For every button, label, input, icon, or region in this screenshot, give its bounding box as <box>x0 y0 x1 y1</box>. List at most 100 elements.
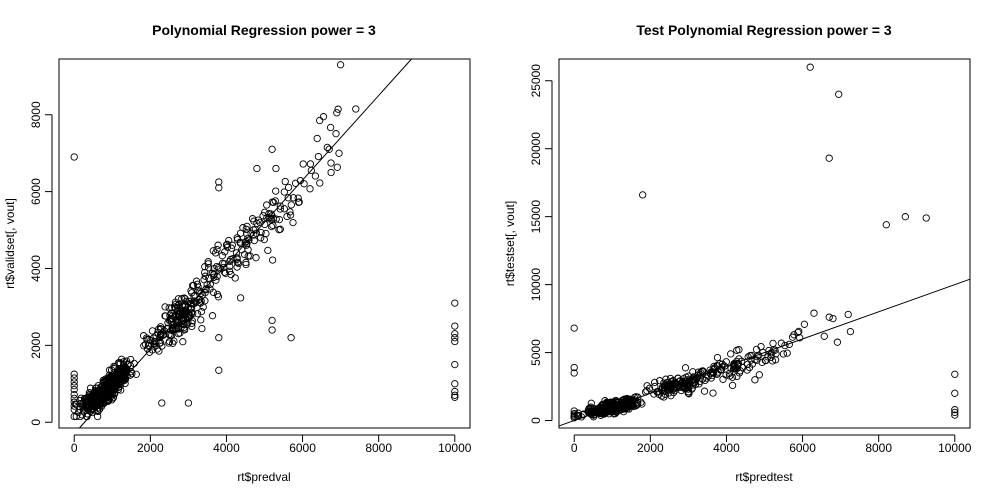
data-point <box>242 258 250 267</box>
data-point <box>286 211 295 219</box>
data-point <box>236 229 245 237</box>
data-point <box>323 143 331 152</box>
data-point <box>215 178 223 186</box>
data-point <box>261 220 269 229</box>
data-point <box>639 191 647 199</box>
data-point <box>600 400 608 408</box>
data-point <box>70 153 78 161</box>
data-point <box>299 160 307 168</box>
data-point <box>70 374 78 382</box>
y-axis-label: rt$validset[, vout] <box>3 198 17 289</box>
data-point <box>227 244 236 252</box>
data-point <box>182 306 190 314</box>
data-point <box>800 320 809 328</box>
data-point <box>844 310 852 319</box>
data-point <box>196 299 205 307</box>
data-point <box>164 319 172 327</box>
y-tick-label: 6000 <box>29 178 43 205</box>
data-point <box>126 362 135 370</box>
data-point <box>751 376 759 384</box>
data-point <box>231 274 239 282</box>
data-point <box>728 381 737 390</box>
data-point <box>188 319 196 327</box>
regression-line <box>558 278 971 427</box>
y-tick-label: 0 <box>29 419 43 426</box>
data-point <box>276 202 284 210</box>
data-point <box>733 372 741 381</box>
data-point <box>70 402 78 410</box>
data-point <box>179 317 187 325</box>
data-point <box>257 234 265 242</box>
data-point <box>790 331 798 339</box>
data-point <box>334 105 342 113</box>
data-point <box>451 393 459 401</box>
data-point <box>233 263 241 271</box>
data-point <box>752 345 761 354</box>
data-point <box>165 316 174 325</box>
data-point <box>221 248 229 256</box>
data-point <box>193 280 202 288</box>
data-point <box>666 382 674 391</box>
data-point <box>197 289 205 298</box>
data-point <box>702 374 711 382</box>
x-axis-label: rt$predtest <box>735 470 793 484</box>
data-point <box>198 324 206 333</box>
data-point <box>201 297 209 305</box>
data-point <box>117 355 126 363</box>
y-tick-label: 15000 <box>529 200 543 234</box>
data-point <box>280 205 288 213</box>
data-point <box>352 105 360 113</box>
data-point <box>276 225 284 233</box>
data-point <box>157 325 165 333</box>
data-point <box>204 260 212 268</box>
data-point <box>87 405 95 413</box>
data-point <box>233 235 242 244</box>
data-point <box>218 252 226 260</box>
data-point <box>272 187 280 195</box>
data-point <box>267 222 276 231</box>
data-point <box>260 235 268 244</box>
data-point <box>257 228 265 237</box>
data-point <box>882 221 890 229</box>
y-axis-label: rt$testset[, vout] <box>503 201 517 286</box>
data-point <box>680 384 688 392</box>
data-point <box>201 268 209 277</box>
data-point <box>213 262 221 271</box>
data-point <box>215 334 223 342</box>
y-axis: 0 5000 10000 15000 20000 25000 <box>529 64 553 424</box>
data-point <box>951 389 959 397</box>
data-point <box>211 249 220 257</box>
data-point <box>103 388 112 396</box>
x-tick-label: 4000 <box>713 441 740 455</box>
data-point <box>743 366 751 374</box>
data-point <box>190 292 198 300</box>
x-tick-label: 2000 <box>637 441 664 455</box>
data-point <box>771 356 780 364</box>
data-point <box>70 390 78 399</box>
regression-line <box>79 58 412 429</box>
data-point <box>197 316 205 324</box>
data-point <box>120 358 128 366</box>
data-point <box>451 387 459 396</box>
data-point <box>291 179 300 187</box>
y-axis: 0 2000 4000 6000 8000 <box>29 101 53 426</box>
data-point <box>180 325 189 333</box>
data-point <box>783 349 791 357</box>
data-point <box>246 252 254 260</box>
data-point <box>336 61 345 69</box>
data-point <box>726 372 734 380</box>
data-point <box>252 254 260 262</box>
data-point <box>335 149 343 157</box>
data-point <box>148 327 157 335</box>
data-point <box>689 381 697 389</box>
data-point <box>623 395 631 403</box>
data-point <box>209 247 217 255</box>
data-point <box>327 168 335 177</box>
data-point <box>314 152 323 161</box>
data-point <box>188 317 197 325</box>
data-point <box>143 335 151 344</box>
data-point <box>227 270 235 279</box>
data-point <box>289 194 298 202</box>
data-point <box>100 382 109 390</box>
data-point <box>796 334 804 342</box>
